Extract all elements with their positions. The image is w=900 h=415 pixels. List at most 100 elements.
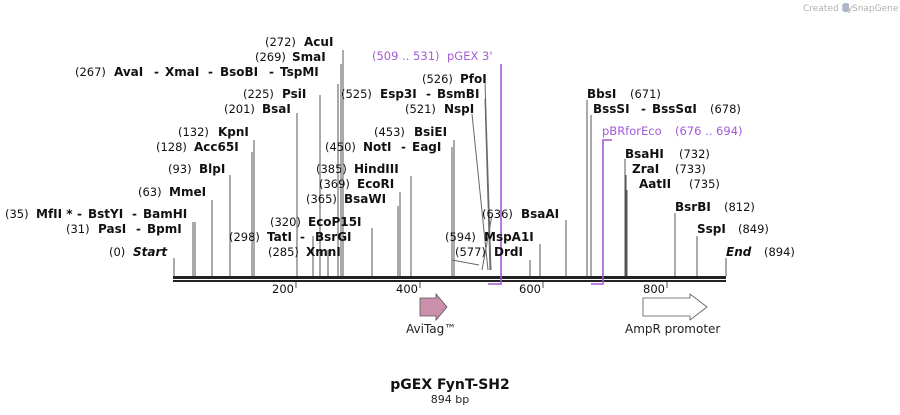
enzyme-acc65i[interactable]: Acc65I [194, 140, 239, 154]
enzyme-mspa1i[interactable]: MspA1I [484, 230, 534, 244]
ampr-promoter-arrow-icon[interactable] [642, 293, 708, 321]
enzyme-ecop15i[interactable]: EcoP15I [308, 215, 362, 229]
enzyme-mfli[interactable]: MfII * [36, 207, 73, 221]
enzyme-bsssi-pos: (678) [710, 102, 741, 116]
primer-pgex3[interactable] [488, 64, 502, 285]
svg-text:-: - [208, 65, 213, 79]
enzyme-acui[interactable]: AcuI [304, 35, 333, 49]
enzyme-aatii-pos: (735) [689, 177, 720, 191]
ruler: 200 400 600 800 [272, 282, 668, 296]
enzyme-sspi[interactable]: SspI [697, 222, 726, 236]
svg-text:-: - [641, 102, 646, 116]
enzyme-site-lines [173, 50, 727, 276]
enzyme-psii[interactable]: PsiI [282, 87, 306, 101]
feature-avitag[interactable]: AviTag™ [406, 292, 456, 336]
start-pos: (0) [109, 245, 125, 259]
credit-brand: SnapGene [852, 4, 899, 14]
svg-text:-: - [426, 87, 431, 101]
enzyme-bsrbi-pos: (812) [724, 200, 755, 214]
end-pos: (894) [764, 245, 795, 259]
enzyme-drdi[interactable]: DrdI [494, 245, 523, 259]
enzyme-bsawi[interactable]: BsaWI [344, 192, 386, 206]
svg-text:-: - [154, 65, 159, 79]
primer-pgex3-label[interactable]: pGEX 3' [447, 49, 493, 63]
enzyme-blpi-pos: (93) [168, 162, 192, 176]
enzyme-nspi[interactable]: NspI [444, 102, 474, 116]
enzyme-bsssai[interactable]: BssSαI [652, 102, 697, 116]
feature-ampr-promoter-label: AmpR promoter [625, 322, 720, 336]
enzyme-bsmbi[interactable]: BsmBI [437, 87, 479, 101]
tick-label: 400 [396, 282, 418, 296]
enzyme-drdi-pos: (577) [455, 245, 486, 259]
enzyme-noti-pos: (450) [325, 140, 356, 154]
svg-text:-: - [269, 65, 274, 79]
enzyme-bsssi[interactable]: BssSI [593, 102, 630, 116]
svg-text:-: - [300, 230, 305, 244]
primer-pbrforeco-label[interactable]: pBRforEco [602, 124, 662, 138]
enzyme-bsiei-pos: (453) [374, 125, 405, 139]
snapgene-logo-icon [843, 3, 849, 12]
enzyme-eagi[interactable]: EagI [412, 140, 441, 154]
enzyme-esp3i-pos: (525) [341, 87, 372, 101]
enzyme-hindiii[interactable]: HindIII [354, 162, 399, 176]
map-title: pGEX FynT-SH2 [390, 377, 509, 393]
svg-text:-: - [136, 222, 141, 236]
enzyme-leader-lines [451, 81, 493, 271]
enzyme-kpni-pos: (132) [178, 125, 209, 139]
enzyme-bpmi[interactable]: BpmI [147, 222, 182, 236]
enzyme-bsiei[interactable]: BsiEI [414, 125, 447, 139]
enzyme-bsaai[interactable]: BsaAI [521, 207, 559, 221]
enzyme-hindiii-pos: (385) [316, 162, 347, 176]
enzyme-ecori[interactable]: EcoRI [357, 177, 394, 191]
sequence-backbone [173, 276, 726, 282]
enzyme-bsahi[interactable]: BsaHI [625, 147, 664, 161]
enzyme-labels: (272) AcuI (269) SmaI (267) AvaI - XmaI … [5, 35, 795, 259]
enzyme-blpi[interactable]: BlpI [199, 162, 225, 176]
enzyme-esp3i[interactable]: Esp3I [380, 87, 417, 101]
enzyme-pasi[interactable]: PasI [98, 222, 126, 236]
enzyme-zrai-pos: (733) [675, 162, 706, 176]
enzyme-bsrbi[interactable]: BsrBI [675, 200, 711, 214]
enzyme-avai[interactable]: AvaI [114, 65, 143, 79]
svg-text:-: - [132, 207, 137, 221]
enzyme-ecop15i-pos: (320) [270, 215, 301, 229]
enzyme-smai[interactable]: SmaI [292, 50, 326, 64]
enzyme-bamhi[interactable]: BamHI [143, 207, 187, 221]
enzyme-kpni[interactable]: KpnI [218, 125, 249, 139]
enzyme-noti[interactable]: NotI [363, 140, 392, 154]
map-length: 894 bp [431, 393, 469, 406]
enzyme-bstyi[interactable]: BstYI [88, 207, 123, 221]
enzyme-bsobi[interactable]: BsoBI [220, 65, 258, 79]
avitag-arrow-icon[interactable] [419, 292, 448, 322]
enzyme-bbsi[interactable]: BbsI [587, 87, 616, 101]
enzyme-bsaai-pos: (636) [482, 207, 513, 221]
enzyme-tati[interactable]: TatI [267, 230, 292, 244]
enzyme-mmei[interactable]: MmeI [169, 185, 206, 199]
enzyme-bbsi-pos: (671) [630, 87, 661, 101]
enzyme-xmni-pos: (285) [268, 245, 299, 259]
enzyme-bsrgi[interactable]: BsrGI [315, 230, 352, 244]
enzyme-pfoi[interactable]: PfoI [460, 72, 487, 86]
enzyme-sspi-pos: (849) [738, 222, 769, 236]
enzyme-zrai[interactable]: ZraI [632, 162, 659, 176]
primer-pgex3-range: (509 .. 531) [372, 49, 440, 63]
enzyme-psii-pos: (225) [243, 87, 274, 101]
enzyme-pfoi-pos: (526) [422, 72, 453, 86]
feature-ampr-promoter[interactable]: AmpR promoter [625, 293, 720, 336]
enzyme-acc65i-pos: (128) [156, 140, 187, 154]
primer-pbrforeco[interactable] [591, 139, 612, 285]
enzyme-smai-pos: (269) [255, 50, 286, 64]
enzyme-nspi-pos: (521) [405, 102, 436, 116]
enzyme-bsahi-pos: (732) [679, 147, 710, 161]
enzyme-xmni[interactable]: XmnI [306, 245, 341, 259]
enzyme-xmai[interactable]: XmaI [165, 65, 199, 79]
enzyme-bsawi-pos: (365) [306, 192, 337, 206]
enzyme-avai-pos: (267) [75, 65, 106, 79]
enzyme-tspmi[interactable]: TspMI [280, 65, 319, 79]
enzyme-tati-pos: (298) [229, 230, 260, 244]
enzyme-bsai[interactable]: BsaI [262, 102, 291, 116]
tick-label: 600 [519, 282, 541, 296]
enzyme-aatii[interactable]: AatII [639, 177, 671, 191]
tick-label: 800 [643, 282, 665, 296]
svg-text:-: - [401, 140, 406, 154]
